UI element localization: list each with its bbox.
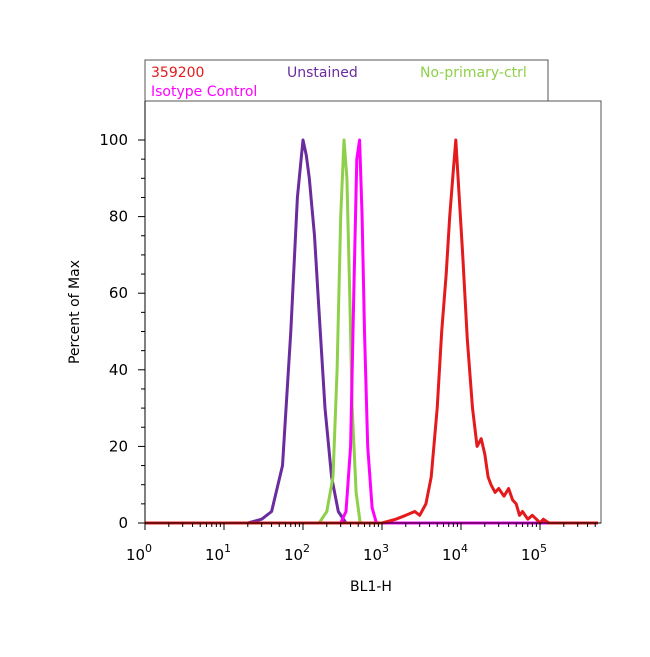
series-line-no-primary-ctrl — [145, 138, 598, 525]
series-line-unstained — [145, 138, 598, 525]
y-axis-title: Percent of Max — [67, 260, 83, 364]
x-tick-label: 102 — [284, 542, 310, 564]
y-tick-label: 40 — [109, 361, 128, 379]
x-ticks: 100 101 102 103 104 105 — [126, 523, 596, 564]
y-tick-label: 80 — [109, 208, 128, 226]
x-tick-label: 101 — [205, 542, 231, 564]
y-tick-label: 20 — [109, 437, 128, 455]
x-axis-title: BL1-H — [350, 579, 392, 595]
series-layer — [145, 138, 598, 525]
legend-entry-359200: 359200 — [151, 65, 204, 81]
x-tick-label: 103 — [363, 542, 389, 564]
series-line-isotype-control — [145, 138, 598, 525]
x-tick-label: 100 — [126, 542, 152, 564]
y-tick-label: 0 — [118, 514, 128, 532]
y-ticks: 0 20 40 60 80 100 — [99, 131, 145, 532]
legend-entry-isotype-control: Isotype Control — [151, 84, 257, 100]
x-tick-label: 105 — [521, 542, 547, 564]
y-tick-label: 100 — [99, 131, 128, 149]
series-line-359200 — [145, 138, 598, 525]
x-tick-label: 104 — [442, 542, 468, 564]
y-tick-label: 60 — [109, 284, 128, 302]
plot-area-frame — [144, 100, 602, 524]
legend: 359200 Unstained No-primary-ctrl Isotype… — [144, 59, 549, 102]
legend-entry-no-primary-ctrl: No-primary-ctrl — [420, 65, 527, 81]
legend-box — [144, 59, 549, 102]
legend-entry-unstained: Unstained — [287, 65, 358, 81]
